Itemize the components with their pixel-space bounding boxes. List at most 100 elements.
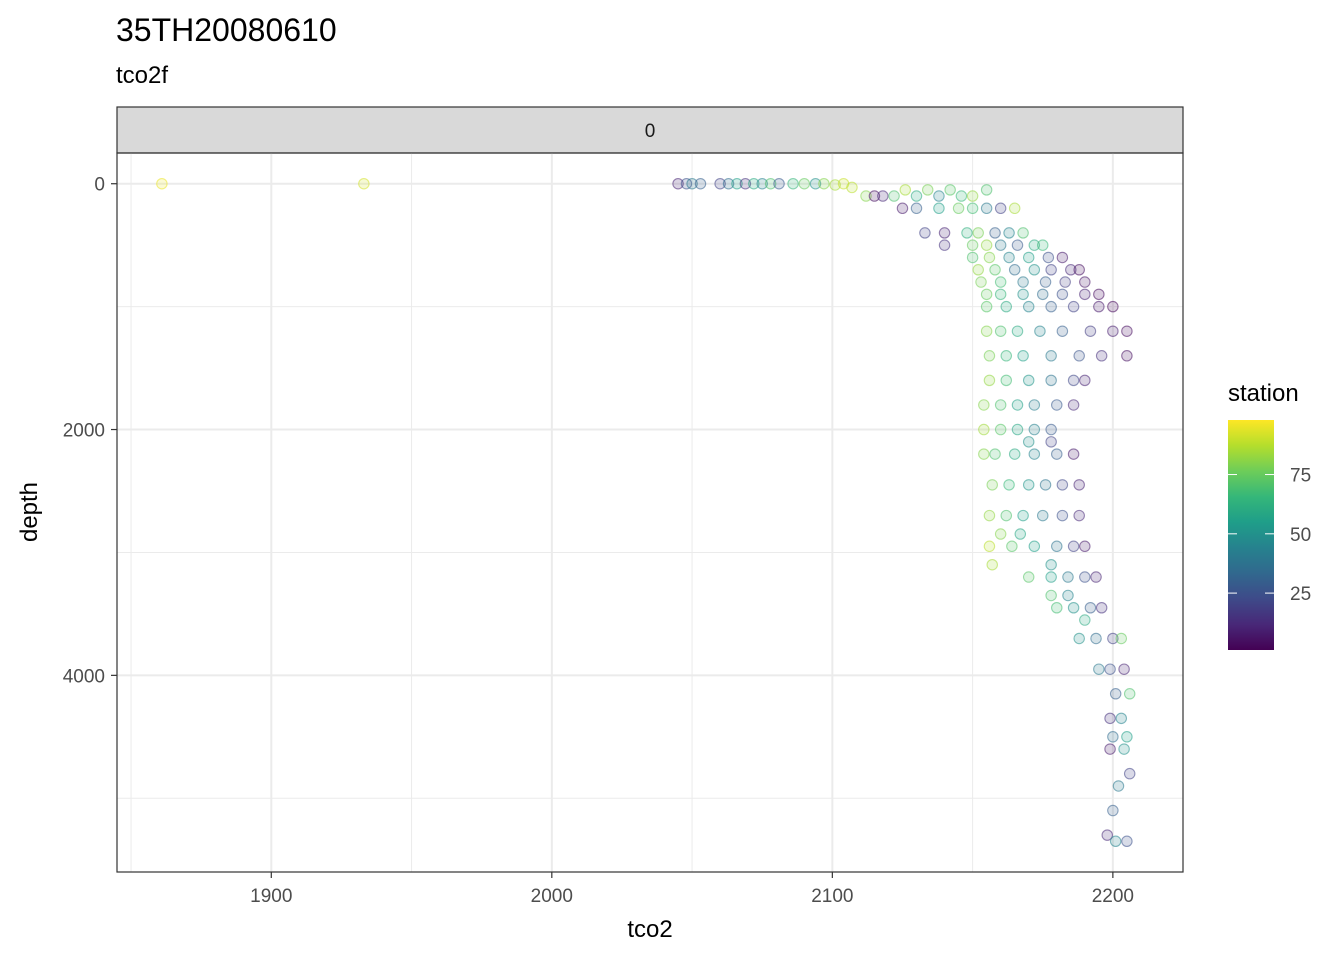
data-point (358, 177, 370, 190)
data-point (764, 177, 777, 190)
data-point (1121, 731, 1133, 743)
data-point (818, 177, 830, 190)
data-point (1084, 325, 1097, 337)
data-point (1008, 264, 1021, 276)
data-point (983, 374, 996, 387)
data-point (1045, 350, 1057, 362)
data-point (1011, 325, 1024, 337)
plot-panel-border (116, 152, 1184, 873)
data-point (1067, 540, 1080, 553)
data-point (961, 227, 973, 239)
data-point (860, 190, 872, 202)
data-point (1056, 509, 1069, 522)
data-point (919, 227, 931, 239)
data-point (672, 177, 684, 190)
data-point (1109, 835, 1122, 848)
data-point (1028, 239, 1041, 251)
data-point (1056, 288, 1069, 301)
data-point (978, 399, 990, 411)
x-tick-label: 1900 (250, 886, 292, 907)
grid-lines (117, 153, 1183, 872)
legend-tick-label: 75 (1290, 466, 1311, 487)
data-point (1079, 288, 1091, 301)
data-point (1093, 288, 1105, 301)
data-point (809, 177, 822, 190)
data-point (1059, 276, 1071, 288)
data-point (1028, 540, 1041, 553)
data-point (1093, 663, 1105, 675)
data-point (1123, 688, 1136, 700)
data-point (1017, 350, 1029, 362)
data-point (1073, 350, 1085, 362)
x-tick-label: 2100 (811, 886, 853, 907)
data-point (1017, 227, 1029, 239)
data-point (1011, 239, 1024, 251)
data-point (1045, 571, 1057, 583)
data-point (966, 251, 979, 264)
data-point (944, 184, 956, 196)
data-point (933, 190, 945, 202)
data-point (1003, 251, 1015, 264)
data-point (722, 177, 735, 190)
data-point (1109, 688, 1122, 700)
y-tick-label: 0 (94, 175, 105, 196)
data-point (966, 190, 979, 202)
data-point (994, 423, 1007, 436)
data-point (910, 190, 923, 202)
data-point (1011, 399, 1024, 411)
x-axis-title: tco2 (627, 916, 672, 943)
data-point (156, 177, 168, 190)
data-point (1000, 350, 1013, 362)
data-point (1065, 264, 1077, 276)
data-point (1090, 632, 1102, 645)
data-point (1112, 780, 1125, 792)
data-point (989, 264, 1001, 276)
data-point (1056, 479, 1069, 491)
data-point (983, 540, 996, 553)
data-point (748, 177, 760, 190)
data-point (1067, 374, 1080, 387)
data-point (1045, 264, 1057, 276)
data-point (773, 177, 785, 190)
data-point (1045, 436, 1057, 448)
legend-tick-label: 25 (1290, 584, 1311, 605)
data-point (994, 276, 1007, 288)
y-tick-label: 4000 (63, 666, 105, 687)
data-point (978, 448, 990, 460)
data-point (994, 399, 1007, 411)
data-point (1022, 436, 1035, 448)
data-point (714, 177, 726, 190)
data-point (1011, 423, 1024, 436)
data-point (1104, 663, 1116, 675)
data-point (1022, 571, 1035, 583)
legend-tick-label: 50 (1290, 525, 1311, 546)
data-point (756, 177, 768, 190)
data-point (1022, 251, 1035, 264)
data-point (1118, 743, 1130, 755)
data-point (1090, 571, 1102, 583)
data-point (829, 179, 841, 191)
data-point (1107, 632, 1119, 645)
data-point (1017, 509, 1029, 522)
data-point (994, 239, 1007, 251)
data-point (888, 190, 900, 202)
data-point (1079, 374, 1091, 387)
data-point (1039, 479, 1052, 491)
data-point (1045, 300, 1057, 313)
data-point (1123, 767, 1136, 780)
data-point (896, 202, 909, 215)
data-point (1079, 571, 1091, 583)
data-point (1115, 632, 1128, 645)
data-point (986, 558, 998, 571)
legend-colorbar (1228, 420, 1274, 650)
data-point (1014, 528, 1027, 540)
data-point (1008, 202, 1021, 215)
data-point (1003, 479, 1015, 491)
data-point (938, 239, 951, 251)
data-point (972, 264, 984, 276)
data-point (1067, 448, 1080, 460)
data-point (1051, 540, 1063, 553)
data-point (877, 190, 889, 202)
data-point (980, 300, 993, 313)
data-point (980, 202, 993, 215)
